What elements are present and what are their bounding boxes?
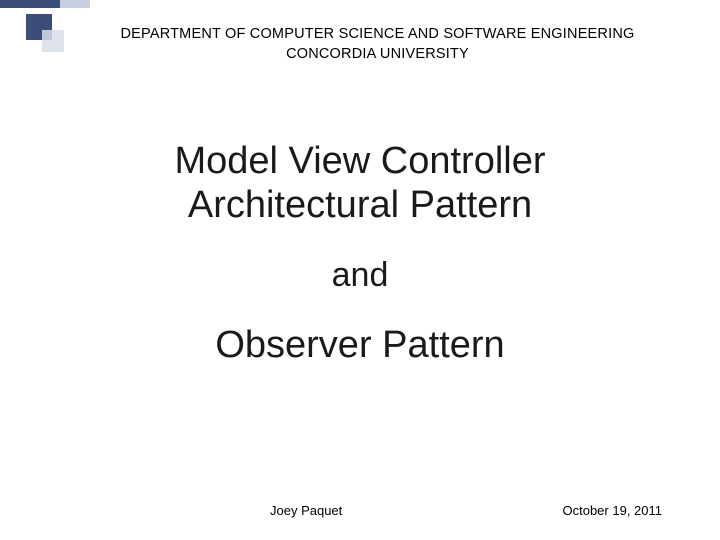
title-line-1: Model View Controller — [0, 140, 720, 184]
title-line-2: Architectural Pattern — [0, 184, 720, 228]
accent-square-light — [42, 30, 64, 52]
title-connector: and — [0, 256, 720, 295]
accent-bar-dark — [0, 0, 60, 8]
university-line: CONCORDIA UNIVERSITY — [85, 46, 670, 62]
accent-bar-light — [60, 0, 90, 8]
title-block: Model View Controller Architectural Patt… — [0, 140, 720, 227]
title-line-3: Observer Pattern — [0, 324, 720, 367]
footer-date: October 19, 2011 — [563, 503, 663, 518]
footer-author: Joey Paquet — [270, 503, 342, 518]
department-line: DEPARTMENT OF COMPUTER SCIENCE AND SOFTW… — [85, 26, 670, 42]
